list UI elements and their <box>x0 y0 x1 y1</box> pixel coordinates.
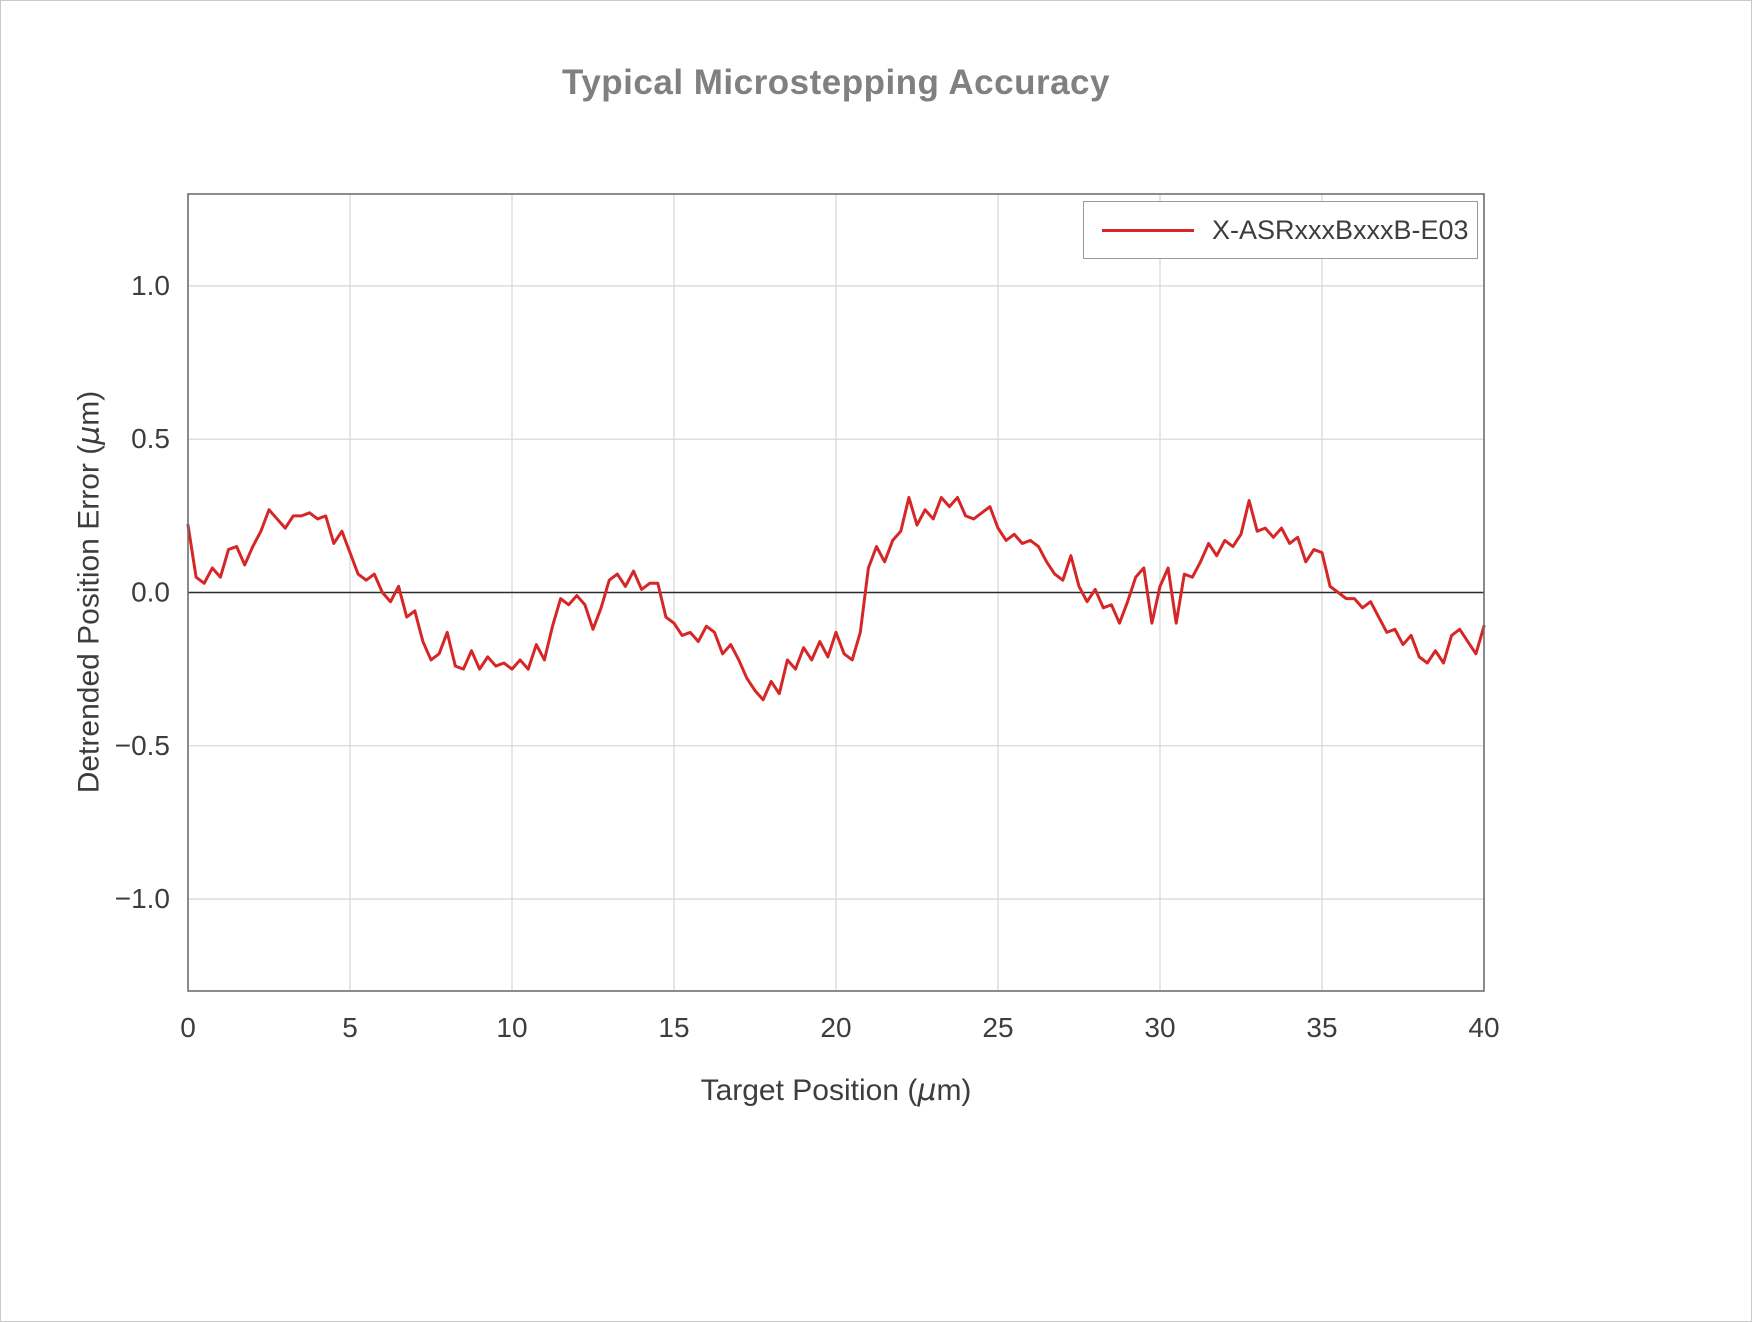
legend-label: X-ASRxxxBxxxB-E03 <box>1212 214 1469 245</box>
plot-frame <box>187 193 1485 992</box>
x-tick-label: 30 <box>1144 1012 1175 1043</box>
y-tick-label: 0.0 <box>131 577 170 608</box>
chart-title: Typical Microstepping Accuracy <box>562 63 1110 102</box>
legend-line-sample <box>1102 228 1194 232</box>
legend: X-ASRxxxBxxxB-E03 <box>1083 201 1478 259</box>
y-tick-label: −1.0 <box>115 883 170 914</box>
series-line <box>186 495 1486 702</box>
x-axis-label-text: Target Position ( <box>700 1074 918 1107</box>
y-tick-label: 0.5 <box>131 423 170 454</box>
x-tick-label: 25 <box>982 1012 1013 1043</box>
x-tick-label: 0 <box>180 1012 196 1043</box>
x-tick-label: 10 <box>496 1012 527 1043</box>
x-tick-label: 15 <box>658 1012 689 1043</box>
x-tick-label: 40 <box>1468 1012 1499 1043</box>
y-axis-label-unit: m) <box>72 390 106 426</box>
y-tick-label: −0.5 <box>115 730 170 761</box>
x-axis-label-unit: m) <box>936 1074 972 1107</box>
y-axis-label-text: Detrended Position Error ( <box>72 444 106 794</box>
x-axis-label: Target Position (μm) <box>188 1073 1484 1108</box>
x-tick-label: 5 <box>342 1012 358 1043</box>
y-axis-label-mu: μ <box>71 425 107 445</box>
y-axis-label: Detrended Position Error (μm) <box>72 391 107 794</box>
x-axis-label-mu: μ <box>917 1073 937 1108</box>
y-tick-label: 1.0 <box>131 270 170 301</box>
x-tick-label: 35 <box>1306 1012 1337 1043</box>
x-tick-label: 20 <box>820 1012 851 1043</box>
